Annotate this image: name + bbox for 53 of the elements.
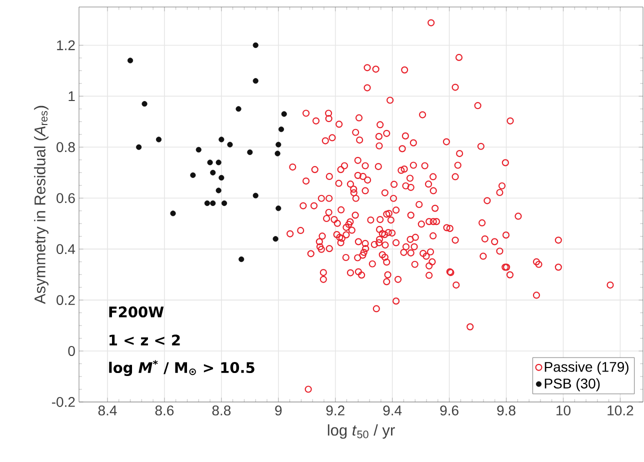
legend-label: PSB (30) xyxy=(544,378,600,392)
y-tick-label: 0.4 xyxy=(56,244,76,254)
x-tick-label: 8.8 xyxy=(212,406,231,416)
x-tick-label: 9 xyxy=(275,406,282,416)
point xyxy=(236,106,242,112)
point xyxy=(142,101,148,107)
point xyxy=(276,142,282,148)
point xyxy=(227,142,233,148)
point xyxy=(247,149,253,156)
point xyxy=(210,200,216,206)
point xyxy=(207,160,213,166)
point xyxy=(196,146,202,152)
x-tick-label: 8.4 xyxy=(98,406,117,416)
x-tick-label: 9.4 xyxy=(383,406,402,416)
point xyxy=(238,256,244,262)
x-tick-label: 9.2 xyxy=(326,406,344,416)
x-tick-label: 10.2 xyxy=(608,406,634,416)
point xyxy=(252,78,258,84)
point xyxy=(210,170,216,176)
point xyxy=(216,160,222,166)
y-tick-label: 0.8 xyxy=(56,142,75,152)
y-tick-label: 0.6 xyxy=(56,193,75,204)
point xyxy=(252,42,258,48)
x-tick-label: 9.8 xyxy=(497,406,516,416)
x-axis-title: log t$_{50}$ / yr xyxy=(328,424,395,439)
point xyxy=(252,192,258,198)
x-tick-label: 10 xyxy=(556,406,570,416)
y-tick-label: 1.2 xyxy=(57,40,75,50)
y-tick-label: 0.2 xyxy=(56,295,75,306)
point xyxy=(274,150,280,156)
point xyxy=(218,136,224,142)
point xyxy=(136,144,142,150)
y-tick-label: 1 xyxy=(68,91,75,101)
annotation: 1 < z < 2 xyxy=(110,334,180,346)
point xyxy=(170,210,176,216)
legend-label: Passive (179) xyxy=(544,362,628,375)
point xyxy=(276,206,282,212)
point xyxy=(190,172,196,178)
point xyxy=(221,200,228,206)
point xyxy=(218,174,224,181)
point xyxy=(278,126,284,132)
point xyxy=(127,58,134,64)
x-tick-label: 9.6 xyxy=(440,406,458,416)
point xyxy=(281,111,287,117)
point xyxy=(156,136,162,142)
point xyxy=(216,188,222,194)
y-tick-label: -0.2 xyxy=(52,397,75,407)
x-tick-label: 8.6 xyxy=(155,406,174,416)
annotation: F200W xyxy=(109,306,164,318)
point xyxy=(204,200,210,206)
y-tick-label: 0 xyxy=(68,346,75,356)
point xyxy=(272,236,278,242)
annotation: log M$^{*}$ / M$_{⊙}$ > 10.5 xyxy=(109,360,254,376)
